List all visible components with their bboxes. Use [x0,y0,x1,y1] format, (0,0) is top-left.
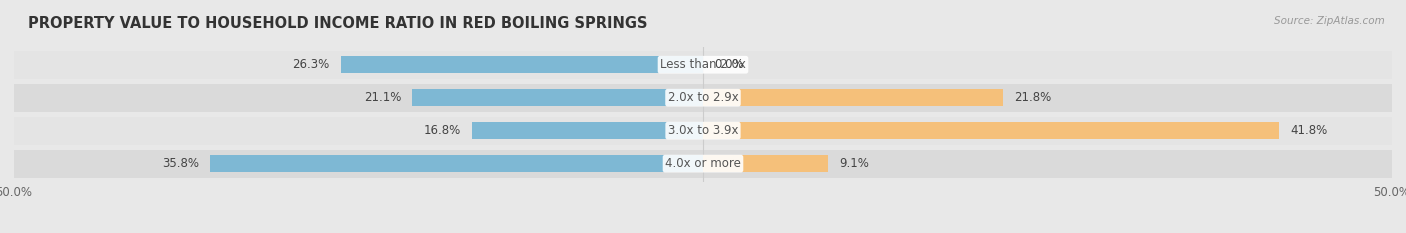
Text: 35.8%: 35.8% [162,157,198,170]
Bar [340,56,703,73]
Bar [703,122,1279,139]
Text: 21.8%: 21.8% [1014,91,1052,104]
Text: 16.8%: 16.8% [423,124,461,137]
Bar [209,155,703,172]
Text: Less than 2.0x: Less than 2.0x [659,58,747,71]
Bar [14,150,1392,178]
Text: Source: ZipAtlas.com: Source: ZipAtlas.com [1274,16,1385,26]
Text: 41.8%: 41.8% [1289,124,1327,137]
Bar [703,155,828,172]
Text: PROPERTY VALUE TO HOUSEHOLD INCOME RATIO IN RED BOILING SPRINGS: PROPERTY VALUE TO HOUSEHOLD INCOME RATIO… [28,16,648,31]
Text: 4.0x or more: 4.0x or more [665,157,741,170]
Text: 0.0%: 0.0% [714,58,744,71]
Text: 26.3%: 26.3% [292,58,329,71]
Bar [703,89,1004,106]
Bar [471,122,703,139]
Text: 3.0x to 3.9x: 3.0x to 3.9x [668,124,738,137]
Bar [14,51,1392,79]
Bar [14,84,1392,112]
Text: 21.1%: 21.1% [364,91,401,104]
Bar [412,89,703,106]
Text: 9.1%: 9.1% [839,157,869,170]
Bar [14,117,1392,145]
Text: 2.0x to 2.9x: 2.0x to 2.9x [668,91,738,104]
